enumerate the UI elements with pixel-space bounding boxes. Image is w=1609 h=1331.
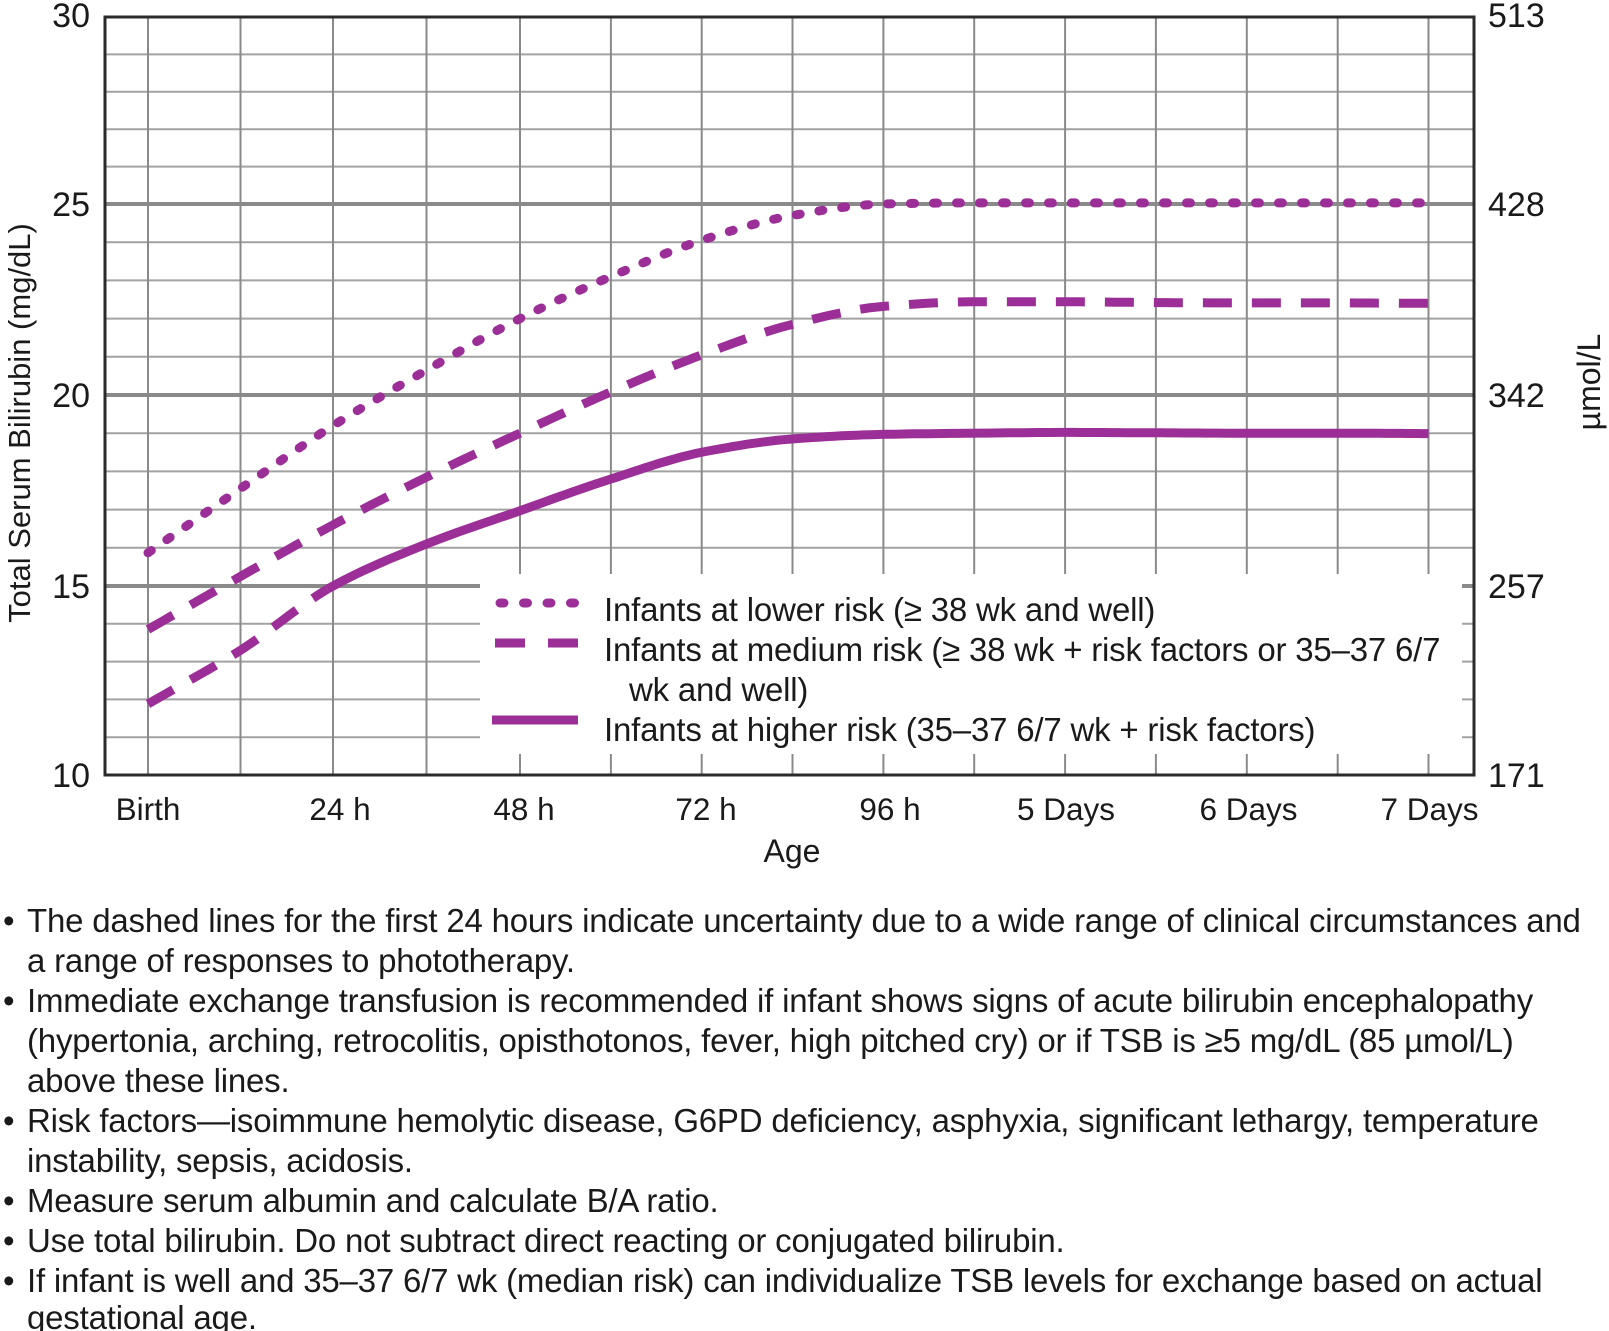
svg-text:10: 10 (52, 757, 90, 795)
svg-text:instability, sepsis, acidosis.: instability, sepsis, acidosis. (27, 1142, 413, 1179)
svg-text:a range of responses to photot: a range of responses to phototherapy. (27, 942, 575, 979)
svg-text:gestational age.: gestational age. (27, 1299, 257, 1331)
svg-text:96 h: 96 h (859, 791, 920, 827)
svg-text:20: 20 (52, 377, 90, 415)
svg-text:•: • (3, 1102, 15, 1139)
svg-text:Immediate exchange transfusion: Immediate exchange transfusion is recomm… (27, 982, 1534, 1019)
svg-text:30: 30 (52, 0, 90, 35)
svg-text:257: 257 (1488, 568, 1545, 606)
svg-text:wk and well): wk and well) (628, 671, 808, 708)
svg-text:342: 342 (1488, 377, 1545, 415)
svg-text:•: • (3, 982, 15, 1019)
svg-text:Age: Age (764, 833, 821, 869)
svg-text:428: 428 (1488, 186, 1545, 224)
svg-text:•: • (3, 902, 15, 939)
svg-text:•: • (3, 1222, 15, 1259)
svg-text:Infants at lower risk (≥ 38 wk: Infants at lower risk (≥ 38 wk and well) (604, 591, 1155, 628)
svg-text:25: 25 (52, 186, 90, 224)
svg-text:72 h: 72 h (675, 791, 736, 827)
svg-text:Risk factors—isoimmune hemolyt: Risk factors—isoimmune hemolytic disease… (27, 1102, 1539, 1139)
svg-text:above these lines.: above these lines. (27, 1062, 289, 1099)
svg-text:5 Days: 5 Days (1017, 791, 1115, 827)
svg-text:171: 171 (1488, 757, 1545, 795)
svg-text:Infants at higher risk (35–37: Infants at higher risk (35–37 6/7 wk + r… (604, 711, 1315, 748)
svg-text:15: 15 (52, 568, 90, 606)
svg-text:Use total bilirubin. Do not su: Use total bilirubin. Do not subtract dir… (27, 1222, 1065, 1259)
svg-text:•: • (3, 1182, 15, 1219)
svg-text:If infant is well and 35–37 6/: If infant is well and 35–37 6/7 wk (medi… (27, 1262, 1542, 1299)
svg-text:Infants at medium risk (≥ 38 w: Infants at medium risk (≥ 38 wk + risk f… (604, 631, 1440, 668)
svg-text:•: • (3, 1262, 15, 1299)
svg-text:Measure serum albumin and calc: Measure serum albumin and calculate B/A … (27, 1182, 719, 1219)
svg-text:µmol/L: µmol/L (1571, 334, 1607, 431)
svg-text:513: 513 (1488, 0, 1545, 35)
svg-text:Total Serum Bilirubin (mg/dL): Total Serum Bilirubin (mg/dL) (2, 223, 37, 623)
svg-text:24 h: 24 h (309, 791, 370, 827)
svg-text:The dashed lines for the first: The dashed lines for the first 24 hours … (27, 902, 1581, 939)
svg-text:7 Days: 7 Days (1380, 791, 1478, 827)
svg-text:Birth: Birth (116, 791, 181, 827)
svg-text:48 h: 48 h (493, 791, 554, 827)
svg-text:6 Days: 6 Days (1199, 791, 1297, 827)
svg-text:(hypertonia, arching, retrocol: (hypertonia, arching, retrocolitis, opis… (27, 1022, 1514, 1059)
